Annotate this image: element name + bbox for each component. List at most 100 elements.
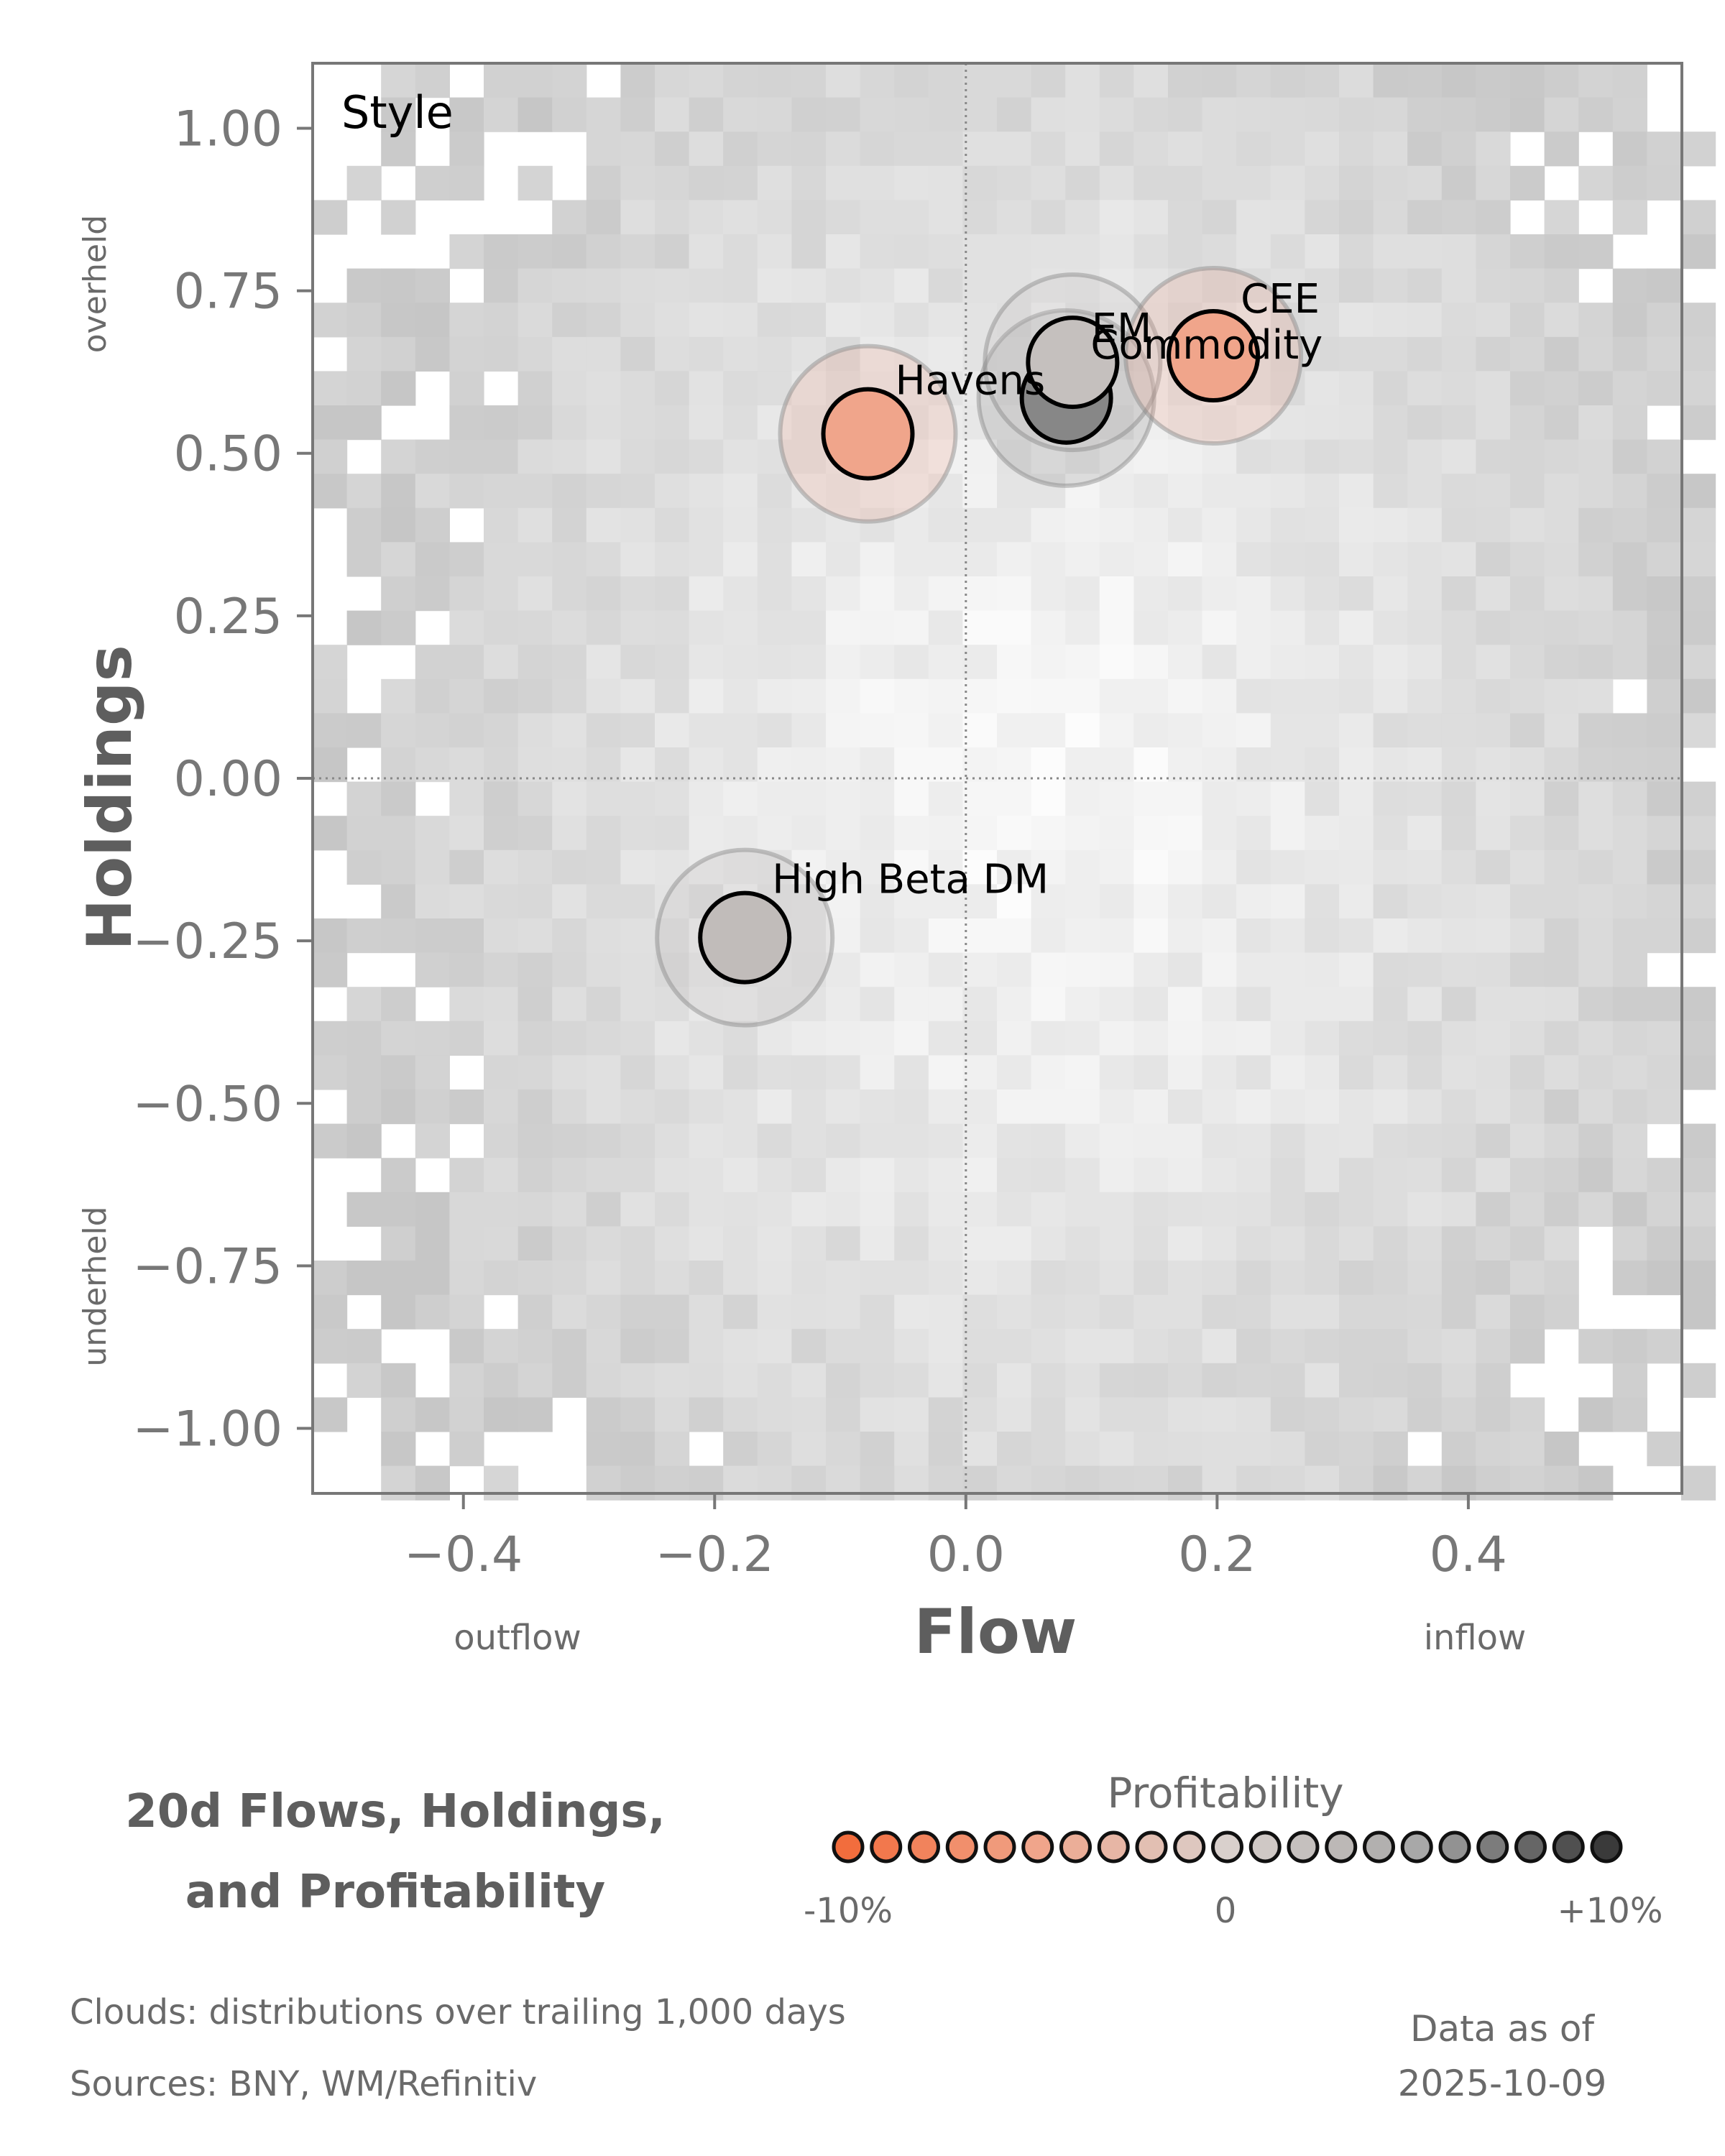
density-cell: [1612, 405, 1647, 441]
density-cell: [1305, 1192, 1340, 1227]
density-cell: [1133, 97, 1169, 132]
density-cell: [1544, 1432, 1579, 1467]
density-cell: [1578, 1158, 1614, 1193]
density-cell: [1099, 849, 1134, 885]
density-cell: [1339, 713, 1374, 748]
density-cell: [1612, 1329, 1647, 1364]
density-cell: [484, 576, 519, 612]
density-cell: [1647, 371, 1682, 406]
density-cell: [1065, 918, 1100, 954]
density-cell: [962, 507, 998, 543]
density-cell: [1373, 952, 1408, 987]
density-cell: [1441, 713, 1476, 748]
density-cell: [757, 1397, 792, 1432]
density-cell: [1544, 713, 1579, 748]
density-cell: [586, 1089, 621, 1125]
density-cell: [346, 713, 382, 748]
density-cell: [449, 371, 484, 406]
density-cell: [1441, 610, 1476, 645]
density-cell: [1099, 542, 1134, 577]
density-cell: [620, 1226, 656, 1261]
bubble-point: [1167, 309, 1261, 403]
density-cell: [997, 610, 1032, 645]
density-cell: [415, 507, 450, 543]
density-cell: [791, 1465, 827, 1501]
density-cell: [928, 952, 963, 987]
density-cell: [1099, 132, 1134, 167]
density-cell: [1133, 747, 1169, 783]
density-cell: [381, 474, 416, 509]
density-cell: [1476, 63, 1511, 98]
density-cell: [586, 200, 621, 235]
density-cell: [586, 884, 621, 919]
density-cell: [1544, 234, 1579, 270]
density-cell: [620, 1089, 656, 1125]
density-cell: [1441, 336, 1476, 372]
density-cell: [381, 1089, 416, 1125]
density-cell: [586, 165, 621, 201]
density-cell: [723, 234, 758, 270]
density-cell: [1202, 1089, 1237, 1125]
density-cell: [1510, 781, 1545, 816]
density-cell: [860, 781, 895, 816]
density-cell: [1065, 884, 1100, 919]
density-cell: [928, 97, 963, 132]
density-cell: [1339, 200, 1374, 235]
density-cell: [1031, 849, 1066, 885]
density-cell: [1339, 918, 1374, 954]
density-cell: [860, 576, 895, 612]
density-cell: [997, 849, 1032, 885]
density-cell: [1407, 165, 1443, 201]
density-cell: [1270, 1363, 1305, 1398]
density-cell: [1647, 336, 1682, 372]
density-cell: [1373, 645, 1408, 680]
density-cell: [1578, 884, 1614, 919]
density-cell: [620, 645, 656, 680]
density-cell: [1339, 816, 1374, 851]
bubble-point: [821, 387, 915, 481]
density-cell: [791, 987, 827, 1022]
density-cell: [1476, 884, 1511, 919]
density-cell: [894, 542, 929, 577]
density-cell: [1099, 507, 1134, 543]
density-cell: [689, 132, 724, 167]
density-cell: [1544, 1192, 1579, 1227]
density-cell: [791, 1158, 827, 1193]
density-cell: [1305, 63, 1340, 98]
density-cell: [1510, 884, 1545, 919]
density-cell: [1544, 952, 1579, 987]
density-cell: [997, 576, 1032, 612]
density-cell: [1168, 781, 1203, 816]
density-cell: [757, 336, 792, 372]
density-cell: [1578, 474, 1614, 509]
density-cell: [1270, 816, 1305, 851]
density-cell: [313, 1397, 348, 1432]
density-cell: [1407, 952, 1443, 987]
density-cell: [997, 1397, 1032, 1432]
density-cell: [1510, 816, 1545, 851]
density-cell: [381, 816, 416, 851]
density-cell: [655, 747, 690, 783]
density-cell: [1373, 918, 1408, 954]
density-cell: [997, 336, 1032, 372]
density-cell: [791, 1329, 827, 1364]
density-cell: [1578, 816, 1614, 851]
density-cell: [962, 63, 998, 98]
density-cell: [894, 1294, 929, 1330]
density-cell: [1578, 336, 1614, 372]
density-cell: [1305, 781, 1340, 816]
density-cell: [791, 474, 827, 509]
density-cell: [826, 987, 861, 1022]
density-cell: [415, 336, 450, 372]
density-cell: [791, 1261, 827, 1296]
density-cell: [484, 303, 519, 338]
density-cell: [415, 542, 450, 577]
density-cell: [1065, 678, 1100, 714]
density-cell: [723, 849, 758, 885]
x-tick-label: 0.2: [1178, 1526, 1256, 1583]
density-cell: [1544, 405, 1579, 441]
density-cell: [860, 884, 895, 919]
density-cell: [655, 1055, 690, 1090]
density-cell: [826, 918, 861, 954]
density-cell: [1407, 234, 1443, 270]
